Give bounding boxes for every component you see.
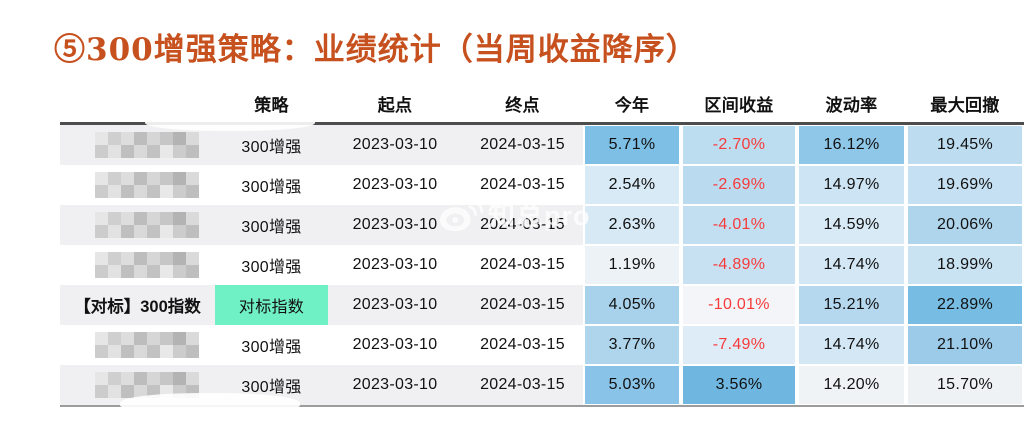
interval-return-cell: -2.70%: [681, 125, 797, 165]
redacted-name-mosaic: [94, 172, 199, 198]
ytd-cell: 5.03%: [583, 365, 681, 405]
end-date-cell: 2024-03-15: [480, 256, 565, 273]
volatility-cell: 16.12%: [797, 125, 906, 165]
strategy-cell: 300增强: [215, 125, 328, 165]
table-row-benchmark: 【对标】300指数 对标指数 2023-03-10 2024-03-15 4.0…: [60, 285, 1024, 325]
strategy-cell-benchmark: 对标指数: [215, 285, 328, 325]
start-date-cell: 2023-03-10: [328, 125, 462, 165]
end-date-cell: 2024-03-15: [462, 285, 583, 325]
column-header-interval: 区间收益: [704, 95, 774, 115]
strategy-cell: 300增强: [241, 259, 302, 276]
column-header-start: 起点: [377, 95, 413, 115]
table-row: 300增强 2023-03-10 2024-03-15 3.77% -7.49%…: [60, 325, 1024, 365]
strategy-cell: 300增强: [215, 205, 328, 245]
start-date-cell: 2023-03-10: [352, 176, 438, 193]
volatility-cell: 14.74%: [797, 325, 906, 365]
redacted-name-mosaic: [94, 212, 199, 238]
interval-return-cell: -4.01%: [681, 205, 797, 245]
column-header-vol: 波动率: [825, 95, 878, 115]
censor-smudge: [145, 113, 315, 131]
table-header-row: 策略 起点 终点 今年 区间收益 波动率 最大回撤: [60, 84, 1024, 125]
censor-smudge: [120, 393, 300, 415]
end-date-cell: 2024-03-15: [462, 365, 583, 405]
interval-return-cell: -2.69%: [681, 165, 797, 205]
ytd-cell: 1.19%: [583, 245, 681, 285]
fund-name-cell: [60, 125, 215, 165]
max-drawdown-cell: 18.99%: [906, 245, 1024, 285]
end-date-cell: 2024-03-15: [480, 176, 565, 193]
column-header-maxdd: 最大回撤: [930, 95, 1000, 115]
column-header-ytd: 今年: [614, 95, 650, 115]
max-drawdown-cell: 20.06%: [906, 205, 1024, 245]
fund-name-cell: 【对标】300指数: [60, 285, 215, 325]
volatility-cell: 15.21%: [797, 285, 906, 325]
ytd-cell: 2.54%: [583, 165, 681, 205]
fund-name-cell: [60, 165, 215, 205]
table-row: 300增强 2023-03-10 2024-03-15 2.54% -2.69%…: [60, 165, 1024, 205]
end-date-cell: 2024-03-15: [462, 125, 583, 165]
column-header-end: 终点: [505, 95, 540, 115]
ytd-cell: 4.05%: [583, 285, 681, 325]
performance-table: 策略 起点 终点 今年 区间收益 波动率 最大回撤 300增强 2023-03-…: [60, 84, 1024, 407]
table-row: 300增强 2023-03-10 2024-03-15 2.63% -4.01%…: [60, 205, 1024, 245]
table-row: 300增强 2023-03-10 2024-03-15 1.19% -4.89%…: [60, 245, 1024, 285]
redacted-name-mosaic: [94, 252, 199, 278]
column-header-strategy: 策略: [254, 95, 289, 115]
table-body: 300增强 2023-03-10 2024-03-15 5.71% -2.70%…: [60, 125, 1024, 407]
ytd-cell: 5.71%: [583, 125, 681, 165]
max-drawdown-cell: 19.69%: [906, 165, 1024, 205]
redacted-name-mosaic: [94, 132, 199, 158]
fund-name-cell: [60, 205, 215, 245]
end-date-cell: 2024-03-15: [462, 205, 583, 245]
volatility-cell: 14.20%: [797, 365, 906, 405]
interval-return-cell: -7.49%: [681, 325, 797, 365]
ytd-cell: 2.63%: [583, 205, 681, 245]
start-date-cell: 2023-03-10: [328, 285, 462, 325]
table-row: 300增强 2023-03-10 2024-03-15 5.71% -2.70%…: [60, 125, 1024, 165]
end-date-cell: 2024-03-15: [480, 336, 565, 353]
redacted-name-mosaic: [94, 332, 199, 358]
start-date-cell: 2023-03-10: [352, 336, 438, 353]
start-date-cell: 2023-03-10: [328, 205, 462, 245]
fund-name-cell: [60, 325, 215, 365]
volatility-cell: 14.97%: [797, 165, 906, 205]
ytd-cell: 3.77%: [583, 325, 681, 365]
start-date-cell: 2023-03-10: [352, 256, 438, 273]
start-date-cell: 2023-03-10: [328, 365, 462, 405]
page-title: ⑤300增强策略：业绩统计（当周收益降序）: [54, 32, 698, 68]
max-drawdown-cell: 21.10%: [906, 325, 1024, 365]
strategy-cell: 300增强: [241, 179, 302, 196]
volatility-cell: 14.59%: [797, 205, 906, 245]
interval-return-cell: 3.56%: [681, 365, 797, 405]
max-drawdown-cell: 15.70%: [906, 365, 1024, 405]
max-drawdown-cell: 22.89%: [906, 285, 1024, 325]
volatility-cell: 14.74%: [797, 245, 906, 285]
strategy-cell: 300增强: [241, 339, 302, 356]
fund-name-cell: [60, 245, 215, 285]
max-drawdown-cell: 19.45%: [906, 125, 1024, 165]
interval-return-cell: -10.01%: [681, 285, 797, 325]
interval-return-cell: -4.89%: [681, 245, 797, 285]
